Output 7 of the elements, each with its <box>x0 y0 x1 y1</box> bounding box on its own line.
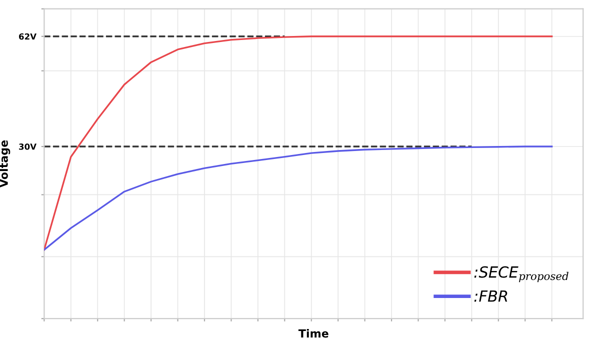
legend-label: :FBR <box>474 290 508 302</box>
line-series <box>44 36 553 251</box>
legend-label: :SECE$_{proposed}$ <box>474 266 568 282</box>
y-tick-label: 62V <box>19 33 36 40</box>
line-series <box>44 146 553 251</box>
x-axis-title: Time <box>298 329 328 338</box>
y-tick-label: 30V <box>19 144 36 150</box>
